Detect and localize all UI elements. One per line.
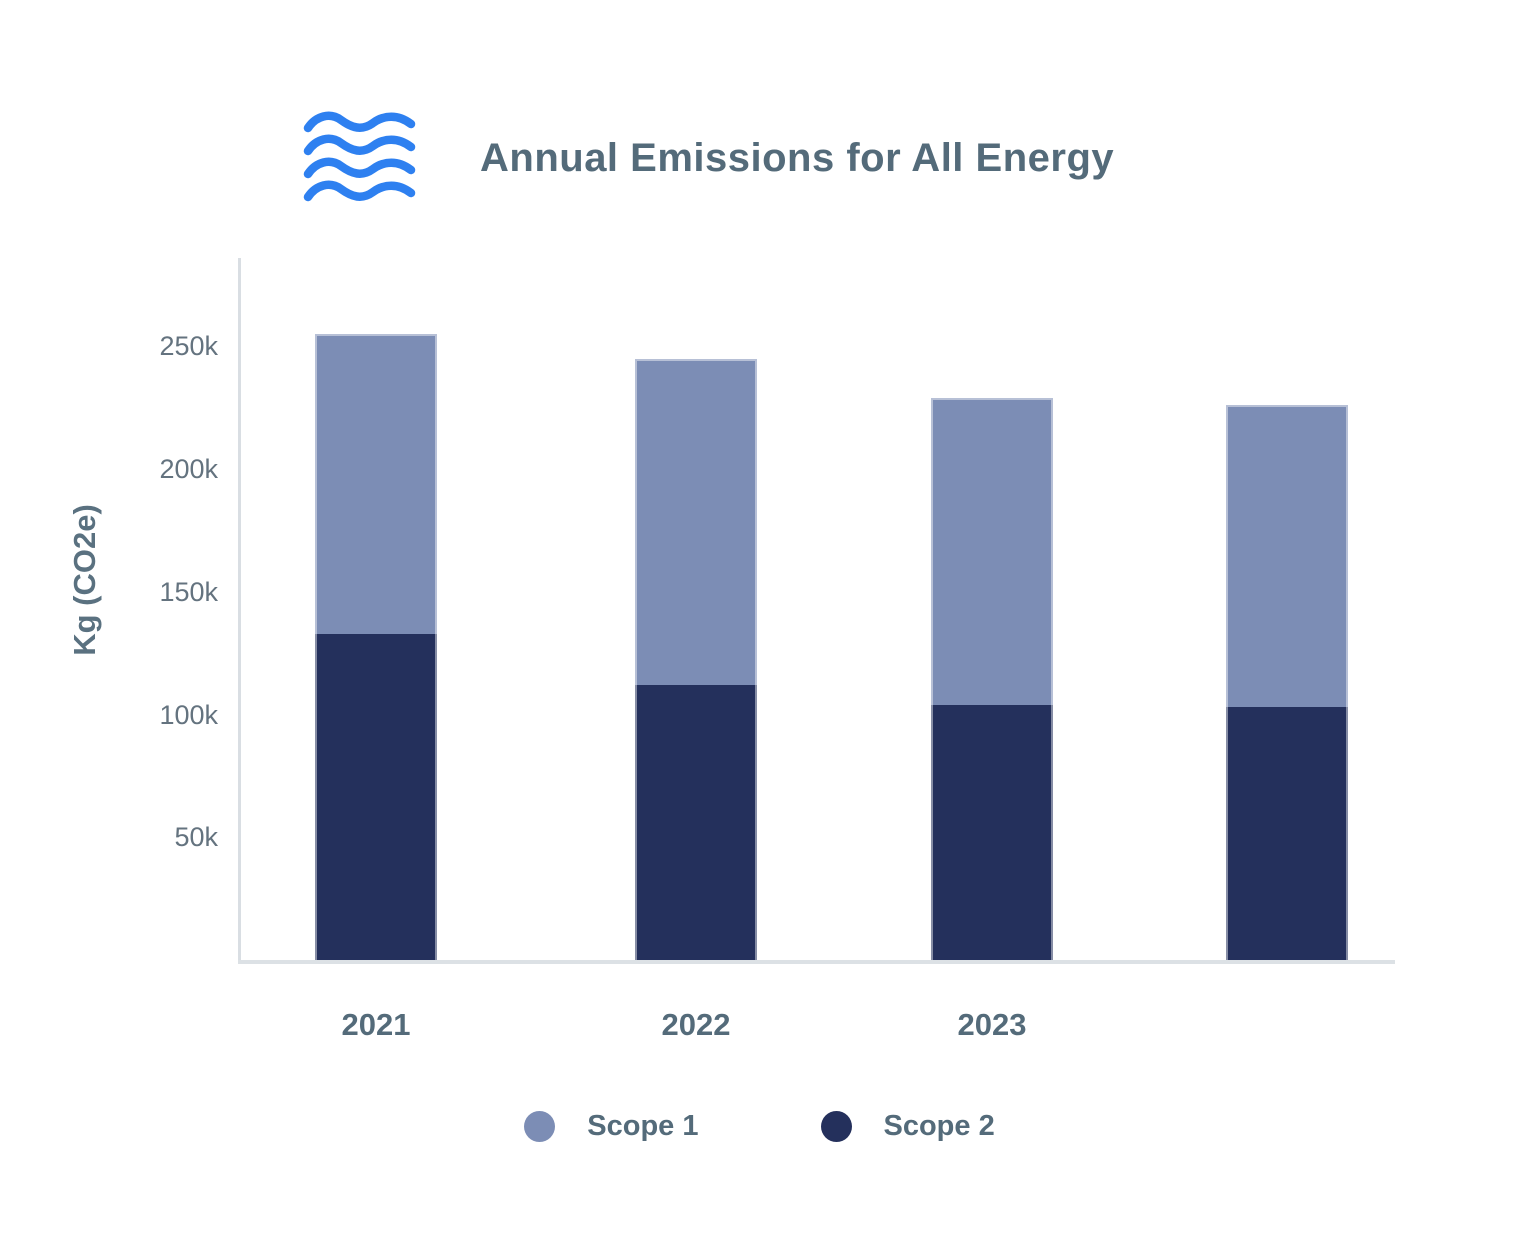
- legend-item-scope-1[interactable]: Scope 1: [524, 1110, 699, 1143]
- x-tick-label-2021: 2021: [341, 1007, 411, 1042]
- y-tick-label-200k: 200k: [159, 454, 218, 485]
- y-tick-label-100k: 100k: [159, 699, 218, 730]
- x-tick-label-2022: 2022: [661, 1007, 731, 1042]
- x-tick-label-2023: 2023: [957, 1007, 1027, 1042]
- x-axis-line: [238, 960, 1395, 964]
- y-tick-label-50k: 50k: [174, 822, 218, 853]
- bar-segment-scope-1-2023[interactable]: [931, 397, 1053, 705]
- bar-segment-scope-1-col-4[interactable]: [1226, 405, 1348, 708]
- scope-2-swatch-icon: [820, 1111, 852, 1142]
- bar-col-4[interactable]: [1226, 405, 1348, 960]
- bar-2022[interactable]: [635, 358, 757, 960]
- legend-label-scope-2: Scope 2: [883, 1110, 995, 1142]
- waves-logo-icon: [303, 111, 416, 202]
- bar-segment-scope-2-2023[interactable]: [931, 704, 1053, 960]
- bar-segment-scope-1-2022[interactable]: [635, 358, 757, 686]
- chart-title: Annual Emissions for All Energy: [480, 136, 1115, 180]
- y-axis-line: [238, 258, 241, 960]
- bar-segment-scope-2-2022[interactable]: [635, 685, 757, 960]
- bar-2023[interactable]: [931, 397, 1053, 960]
- legend: Scope 1 Scope 2: [0, 1110, 1519, 1143]
- bar-2021[interactable]: [315, 334, 437, 960]
- legend-item-scope-2[interactable]: Scope 2: [820, 1110, 995, 1143]
- bar-segment-scope-2-col-4[interactable]: [1226, 707, 1348, 960]
- bar-segment-scope-2-2021[interactable]: [315, 633, 437, 960]
- y-tick-label-150k: 150k: [159, 576, 218, 607]
- bar-segment-scope-1-2021[interactable]: [315, 334, 437, 634]
- scope-1-swatch-icon: [524, 1111, 556, 1142]
- legend-label-scope-1: Scope 1: [587, 1110, 699, 1142]
- y-tick-label-250k: 250k: [159, 331, 218, 362]
